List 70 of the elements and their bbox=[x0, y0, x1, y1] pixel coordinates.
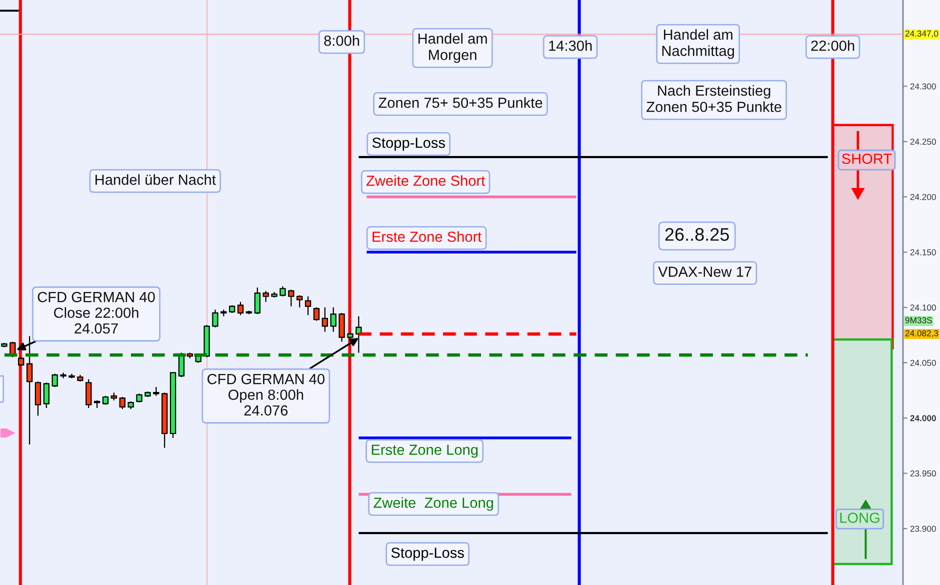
candlestick bbox=[271, 291, 278, 298]
ref-line-label: Zweite Zone Short bbox=[366, 175, 486, 186]
candlestick bbox=[170, 372, 176, 438]
candlestick bbox=[119, 396, 126, 410]
y-tick-label: 23.900 bbox=[910, 526, 936, 532]
candlestick bbox=[86, 378, 92, 409]
ref-line-label: Stopp-Loss bbox=[372, 138, 445, 151]
candlestick bbox=[144, 390, 151, 398]
annotation: CFD GERMAN 40 Open 8:00h 24.076 bbox=[207, 374, 324, 416]
candlestick bbox=[43, 382, 50, 409]
candlestick bbox=[204, 324, 210, 358]
candlestick bbox=[322, 306, 328, 332]
candlestick bbox=[77, 374, 84, 382]
ref-line-label: 24.347,0 bbox=[905, 30, 938, 38]
candlestick bbox=[262, 290, 269, 302]
annotation: Handel am Nachmittag bbox=[662, 29, 734, 59]
ref-line-label: Erste Zone Short bbox=[372, 231, 482, 242]
annotation: 22:00h bbox=[811, 40, 854, 51]
candlestick bbox=[128, 400, 134, 410]
annotation: VDAX-New 17 bbox=[658, 266, 752, 277]
annotation: Zonen 75+ 50+35 Punkte bbox=[378, 97, 542, 108]
candlestick bbox=[246, 310, 252, 315]
candlestick bbox=[220, 309, 227, 317]
text: 9M33S bbox=[905, 317, 932, 324]
candlestick bbox=[110, 392, 118, 401]
annotation: Nach Ersteinstieg Zonen 50+35 Punkte bbox=[646, 85, 782, 112]
candlestick bbox=[288, 289, 294, 307]
candlestick bbox=[94, 400, 100, 409]
ref-line-label: Zweite Zone Long bbox=[374, 497, 494, 511]
candlestick bbox=[237, 301, 244, 316]
candlestick bbox=[228, 304, 236, 314]
annotation: 14:30h bbox=[549, 40, 592, 51]
candlestick bbox=[296, 294, 303, 308]
y-tick-label: 24.000 bbox=[910, 415, 936, 422]
y-tick-label: 24.100 bbox=[910, 304, 936, 311]
candlestick bbox=[304, 296, 312, 316]
ref-line-label: Stopp-Loss bbox=[391, 548, 464, 561]
annotation: 8:00h bbox=[324, 35, 360, 46]
candlestick bbox=[102, 395, 109, 406]
candlestick bbox=[60, 372, 66, 379]
candlestick bbox=[52, 373, 58, 388]
candlestick bbox=[254, 286, 260, 315]
text: 24.082,3 bbox=[905, 330, 938, 338]
candlestick bbox=[186, 352, 193, 359]
candlestick bbox=[212, 309, 218, 328]
candlestick bbox=[68, 373, 75, 379]
annotation: Handel am Morgen bbox=[418, 33, 487, 63]
candlestick bbox=[313, 306, 320, 322]
candlestick bbox=[153, 386, 160, 396]
y-tick-label: 24.150 bbox=[910, 249, 936, 256]
annotation: Handel über Nacht bbox=[96, 174, 216, 185]
band-label: SHORT bbox=[842, 154, 892, 164]
y-tick-label: 24.200 bbox=[910, 194, 936, 200]
y-tick-label: 24.050 bbox=[910, 360, 936, 366]
candlestick bbox=[330, 306, 336, 332]
annotation: CFD GERMAN 40 Close 22:00h 24.057 bbox=[38, 292, 155, 334]
candlestick bbox=[136, 393, 142, 404]
candlestick bbox=[34, 380, 42, 416]
y-tick-label: 24.300 bbox=[910, 83, 936, 90]
candlestick bbox=[161, 392, 168, 448]
candlestick bbox=[338, 312, 345, 342]
candlestick bbox=[26, 336, 33, 446]
band-label: LONG bbox=[840, 512, 880, 523]
candlestick bbox=[280, 286, 286, 297]
annotation: 26..8.25 bbox=[665, 228, 729, 241]
y-tick-label: 23.950 bbox=[910, 470, 936, 477]
candlestick bbox=[18, 356, 24, 367]
ref-line-label: Erste Zone Long bbox=[372, 444, 478, 458]
y-tick-label: 24.250 bbox=[910, 138, 936, 145]
candlestick bbox=[1, 342, 8, 348]
